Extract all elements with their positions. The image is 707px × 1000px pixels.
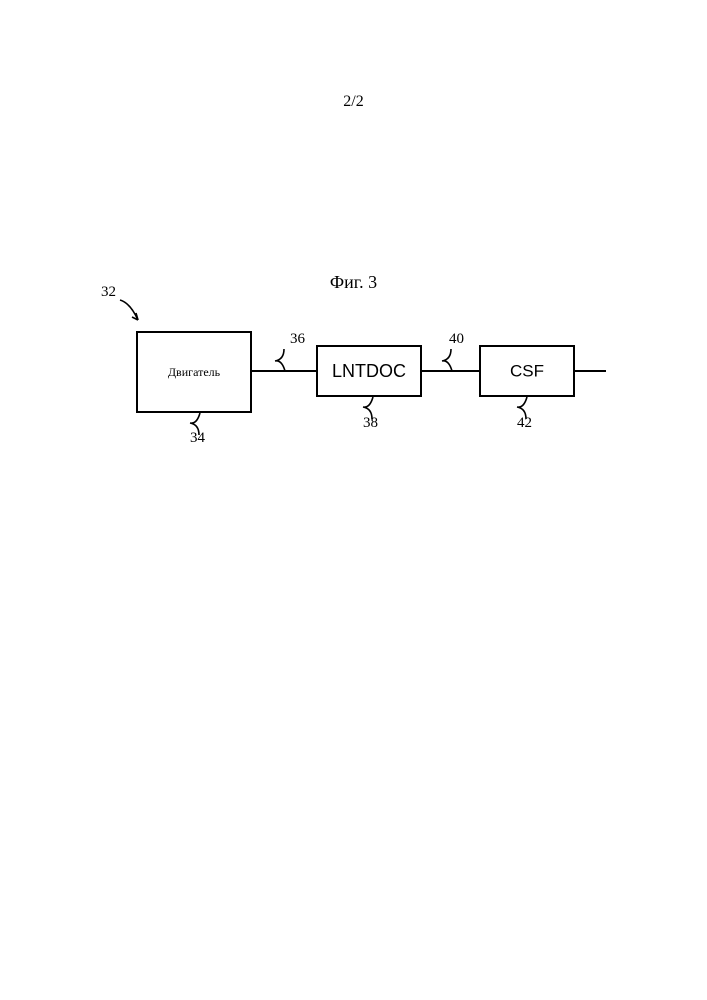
ref-label-36: 36 <box>290 331 306 347</box>
ref-lead-32 <box>120 300 138 320</box>
ref-lead-40 <box>442 349 452 371</box>
ref-label-38: 38 <box>363 415 378 431</box>
node-csf: CSF 42 <box>480 346 574 431</box>
ref-arrow-32: 32 <box>101 284 138 320</box>
node-engine: Двигатель 34 <box>137 332 251 446</box>
edge-36: 36 <box>251 331 317 371</box>
node-lntdoc: LNTDOC 38 <box>317 346 421 431</box>
node-lntdoc-label: LNTDOC <box>332 361 406 381</box>
node-engine-label: Двигатель <box>168 365 221 379</box>
ref-label-32: 32 <box>101 284 116 300</box>
ref-label-40: 40 <box>449 331 464 347</box>
ref-label-42: 42 <box>517 415 532 431</box>
edge-40: 40 <box>421 331 480 371</box>
page: 2/2 Фиг. 3 32 Двигатель 34 LNTDOC 38 CSF <box>0 0 707 1000</box>
diagram-svg: 32 Двигатель 34 LNTDOC 38 CSF 42 <box>0 0 707 1000</box>
ref-lead-36 <box>275 349 285 371</box>
node-csf-label: CSF <box>510 361 544 380</box>
ref-label-34: 34 <box>190 430 206 446</box>
